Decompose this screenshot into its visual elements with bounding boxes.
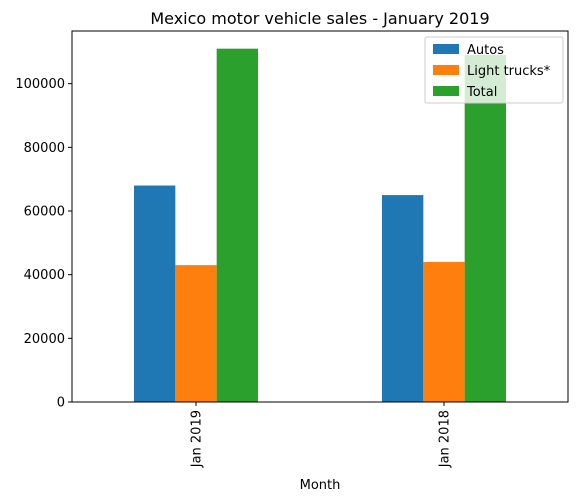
y-tick-label: 100000 [15,77,65,92]
chart-title: Mexico motor vehicle sales - January 201… [150,9,489,28]
legend-label: Total [466,85,497,100]
y-tick-label: 80000 [24,141,65,156]
y-tick-label: 60000 [24,205,65,220]
legend-label: Light trucks* [467,64,551,79]
legend-swatch [433,86,459,96]
y-tick-label: 0 [57,396,65,411]
x-axis-label: Month [300,478,341,493]
x-axis: Jan 2019 Jan 2018 [190,402,453,468]
bar-autos-jan-2019 [134,185,176,402]
bars-group [134,48,506,403]
bar-total-jan-2018 [464,55,506,403]
x-tick-label: Jan 2018 [438,410,453,468]
bar-autos-jan-2018 [382,195,424,402]
plot-frame [71,30,569,403]
legend-label: Autos [467,43,504,58]
bar-light-trucks-jan-2018 [423,261,465,402]
bar-total-jan-2019 [216,48,258,403]
legend: Autos Light trucks* Total [424,36,564,104]
y-tick-label: 20000 [24,332,65,347]
legend-box [424,36,564,104]
y-tick-label: 40000 [24,268,65,283]
y-axis: 0 20000 40000 60000 80000 100000 [15,77,72,411]
legend-swatch [433,65,459,75]
x-tick-label: Jan 2019 [190,410,205,468]
bar-light-trucks-jan-2019 [175,265,217,402]
legend-swatch [433,44,459,54]
